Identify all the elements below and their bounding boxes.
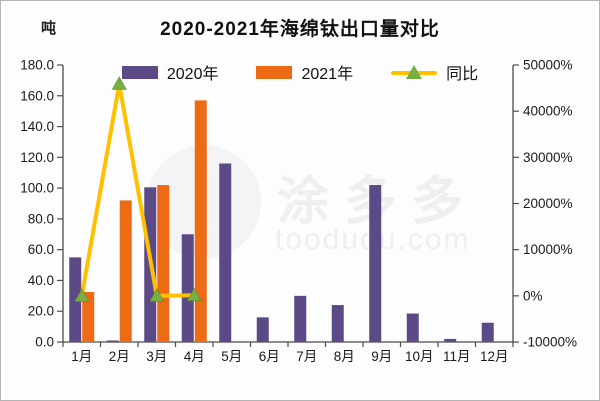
bar-2020年-12月 [481,322,494,342]
right-axis-tick-label: 40000% [523,104,573,119]
right-axis-tick-label: -10000% [523,335,577,350]
bar-2020年-7月 [294,295,307,342]
bar-2021年-1月 [82,291,95,342]
x-axis-category-label: 11月 [443,349,471,364]
left-axis-tick-label: 160.0 [20,88,54,103]
bar-2020年-2月 [106,340,119,342]
x-axis-category-label: 12月 [480,349,509,364]
left-axis-tick-label: 100.0 [20,181,54,196]
x-axis-category-label: 5月 [221,349,242,364]
x-axis-category-label: 4月 [184,349,205,364]
bar-2020年-6月 [256,317,269,342]
left-axis-tick-label: 180.0 [20,58,54,73]
x-axis-category-label: 7月 [296,349,317,364]
bar-2021年-2月 [119,200,132,342]
bar-2020年-4月 [181,234,194,342]
x-axis-category-label: 8月 [334,349,355,364]
bar-2021年-4月 [194,100,207,343]
x-axis-category-label: 9月 [371,349,392,364]
bar-2020年-9月 [369,185,382,342]
x-axis-category-label: 2月 [109,349,130,364]
chart-title: 2020-2021年海绵钛出口量对比 [160,19,440,40]
yoy-marker-1月 [73,288,90,303]
right-axis-tick-label: 0% [523,288,543,303]
x-axis-category-label: 1月 [71,349,92,364]
right-axis-tick-label: 30000% [523,150,573,165]
bar-2020年-8月 [331,305,344,342]
left-axis-tick-label: 80.0 [28,211,54,226]
left-axis-tick-label: 120.0 [20,150,54,165]
x-axis-category-label: 10月 [405,349,434,364]
left-axis-tick-label: 40.0 [28,273,54,288]
yoy-marker-4月 [186,287,203,302]
bar-2020年-10月 [406,313,419,342]
left-axis-unit-label: 吨 [41,20,57,37]
left-axis-tick-label: 0.0 [35,335,54,350]
bar-2020年-5月 [219,163,232,342]
bar-2021年-3月 [157,185,170,342]
left-axis-tick-label: 140.0 [20,119,54,134]
right-axis-tick-label: 20000% [523,196,573,211]
left-axis-tick-label: 60.0 [28,242,54,257]
yoy-line [79,81,197,299]
left-axis-tick-label: 20.0 [28,304,54,319]
x-axis-category-label: 3月 [146,349,167,364]
x-axis-category-label: 6月 [259,349,280,364]
yoy-marker-2月 [111,75,128,90]
bar-2020年-11月 [444,338,457,342]
yoy-marker-3月 [148,287,165,302]
right-axis-tick-label: 10000% [523,242,573,257]
right-axis-tick-label: 50000% [523,58,573,73]
